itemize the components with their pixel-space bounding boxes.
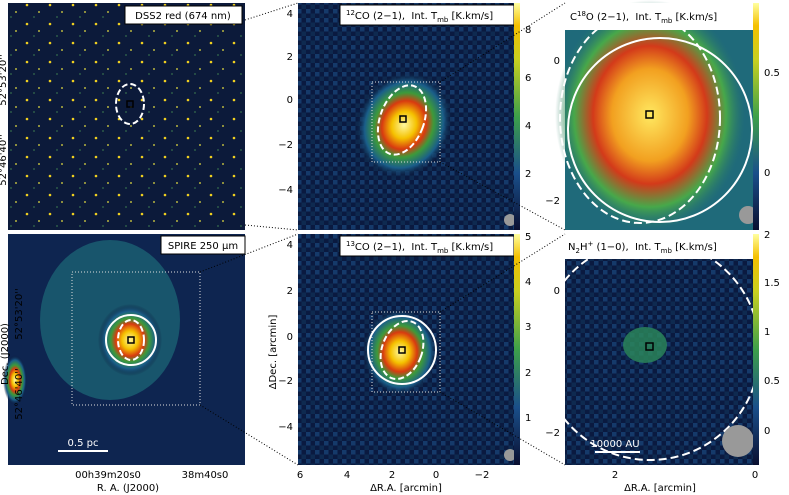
x-axis-label: R. A. (J2000) bbox=[97, 483, 159, 494]
panel-label: 13CO (2−1), Int. Tmb [K.km/s] bbox=[346, 240, 493, 255]
zoom-box bbox=[371, 311, 441, 393]
colorbar-tick-label: 0.5 bbox=[764, 68, 780, 79]
marker bbox=[398, 346, 406, 354]
beam bbox=[739, 206, 757, 224]
beam-circle bbox=[105, 314, 157, 366]
x-tick-label: 2 bbox=[389, 470, 395, 481]
marker bbox=[645, 110, 654, 119]
colorbar-tick-label: 0.5 bbox=[764, 376, 780, 387]
marker bbox=[126, 100, 134, 108]
y-tick-label: −4 bbox=[278, 185, 293, 196]
emission bbox=[555, 0, 745, 230]
label-box bbox=[565, 234, 753, 259]
panel-label: DSS2 red (674 nm) bbox=[135, 11, 231, 22]
panel-label: 12CO (2−1), Int. Tmb [K.km/s] bbox=[346, 9, 493, 24]
colorbar-tick-label: 1.5 bbox=[764, 278, 780, 289]
x-tick-label: −2 bbox=[475, 470, 490, 481]
label-box bbox=[565, 3, 753, 30]
panel-label: N2H+ (1−0), Int. Tmb [K.km/s] bbox=[568, 240, 717, 255]
y-tick-label: 2 bbox=[287, 52, 293, 63]
y-tick-label: 52°46'40'' bbox=[14, 368, 25, 419]
core-ellipse bbox=[379, 319, 425, 381]
y-tick-label: −2 bbox=[545, 196, 560, 207]
y-tick-label: −2 bbox=[545, 428, 560, 439]
colorbar bbox=[753, 3, 759, 230]
colorbar bbox=[514, 3, 520, 230]
y-axis-label: ΔDec. [arcmin] bbox=[268, 315, 279, 390]
x-tick-label: 6 bbox=[297, 470, 303, 481]
x-tick-label: 38m40s0 bbox=[182, 470, 229, 481]
x-axis-label: ΔR.A. [arcmin] bbox=[370, 483, 442, 494]
colorbar-tick-label: 4 bbox=[525, 277, 531, 288]
y-tick-label: −2 bbox=[278, 376, 293, 387]
colorbar-tick-label: 2 bbox=[525, 368, 531, 379]
colorbar bbox=[753, 234, 759, 465]
colorbar bbox=[514, 234, 520, 465]
x-tick-label: 0 bbox=[752, 470, 758, 481]
x-tick-label: 4 bbox=[344, 470, 350, 481]
zoom-box bbox=[71, 271, 201, 406]
zoom-box bbox=[371, 81, 441, 163]
colorbar-tick-label: 4 bbox=[525, 121, 531, 132]
panel-label: SPIRE 250 μm bbox=[168, 241, 238, 252]
label-box bbox=[124, 5, 243, 25]
x-axis-label: ΔR.A. [arcmin] bbox=[624, 483, 696, 494]
colorbar-tick-label: 8 bbox=[525, 25, 531, 36]
colorbar-tick-label: 0 bbox=[764, 168, 770, 179]
y-tick-label: 0 bbox=[554, 286, 560, 297]
y-tick-label: 52°53'20'' bbox=[0, 54, 9, 105]
y-tick-label: −2 bbox=[278, 140, 293, 151]
y-tick-label: 0 bbox=[287, 332, 293, 343]
panel-13co: 13CO (2−1), Int. Tmb [K.km/s] ΔDec. [arc… bbox=[268, 232, 531, 494]
marker bbox=[127, 336, 135, 344]
core-ellipse bbox=[115, 83, 145, 125]
emission bbox=[623, 327, 667, 363]
colorbar-tick-label: 1 bbox=[764, 327, 770, 338]
y-tick-label: 2 bbox=[287, 286, 293, 297]
emission bbox=[3, 355, 27, 405]
panel-c18o: C18O (2−1), Int. Tmb [K.km/s] 0 −2 0.5 0 bbox=[545, 0, 780, 230]
colorbar-tick-label: 5 bbox=[525, 232, 531, 243]
beam-circle bbox=[567, 37, 753, 223]
x-tick-label: 00h39m20s0 bbox=[75, 470, 141, 481]
y-tick-label: 52°53'20'' bbox=[14, 288, 25, 339]
x-tick-label: 2 bbox=[612, 470, 618, 481]
y-tick-label: 0 bbox=[287, 95, 293, 106]
colorbar-tick-label: 0 bbox=[764, 426, 770, 437]
scale-label: 0.5 pc bbox=[68, 438, 99, 449]
colorbar-tick-label: 2 bbox=[525, 169, 531, 180]
beam bbox=[504, 214, 516, 226]
colorbar-tick-label: 6 bbox=[525, 73, 531, 84]
colorbar-tick-label: 3 bbox=[525, 322, 531, 333]
connectors bbox=[199, 2, 566, 466]
y-axis-label: Dec. (J2000) bbox=[0, 323, 11, 385]
core-ellipse bbox=[117, 319, 145, 361]
panel-spire: SPIRE 250 μm 0.5 pc Dec. (J2000) 52°53'2… bbox=[0, 234, 246, 494]
marker bbox=[645, 342, 654, 351]
y-tick-label: 4 bbox=[287, 240, 293, 251]
y-tick-label: 0 bbox=[554, 56, 560, 67]
panel-n2h: N2H+ (1−0), Int. Tmb [K.km/s] 10000 AU 0… bbox=[539, 230, 780, 494]
x-tick-label: 0 bbox=[433, 470, 439, 481]
colorbar-tick-label: 2 bbox=[764, 230, 770, 241]
panel-dss2: DSS2 red (674 nm) 52°53'20'' 52°46'40'' bbox=[0, 3, 245, 230]
y-tick-label: −4 bbox=[278, 422, 293, 433]
image bbox=[8, 3, 245, 230]
emission bbox=[362, 308, 438, 396]
beam-circle bbox=[367, 315, 437, 385]
marker bbox=[399, 115, 407, 123]
colorbar-tick-label: 1 bbox=[525, 413, 531, 424]
beam bbox=[504, 449, 516, 461]
panel-label: C18O (2−1), Int. Tmb [K.km/s] bbox=[570, 10, 717, 25]
core-ellipse bbox=[376, 84, 428, 156]
panel-12co: 12CO (2−1), Int. Tmb [K.km/s] 4 2 0 −2 −… bbox=[278, 3, 531, 230]
label-box bbox=[160, 235, 246, 255]
scale-label: 10000 AU bbox=[590, 439, 639, 450]
y-tick-label: 52°46'40'' bbox=[0, 134, 9, 185]
beam bbox=[722, 425, 754, 457]
emission bbox=[354, 71, 454, 179]
y-tick-label: 4 bbox=[287, 9, 293, 20]
